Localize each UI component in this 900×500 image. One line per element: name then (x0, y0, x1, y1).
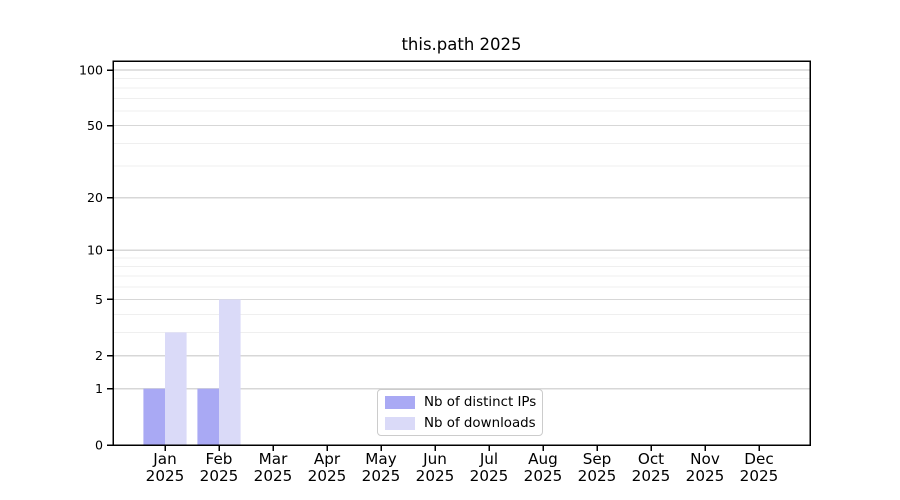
legend-item-downloads: Nb of downloads (385, 414, 542, 432)
x-tick-label-month: Nov (690, 450, 720, 468)
y-tick-label: 5 (95, 292, 103, 307)
x-tick-label-year: 2025 (470, 467, 509, 485)
x-tick-label-month: Jan (152, 450, 176, 468)
x-tick-label-year: 2025 (146, 467, 185, 485)
bar-feb-downloads (219, 299, 241, 445)
x-tick-label-month: Sep (583, 450, 612, 468)
legend-label-downloads: Nb of downloads (424, 415, 536, 431)
x-tick-label-year: 2025 (686, 467, 725, 485)
y-tick-label: 2 (95, 348, 103, 363)
legend-swatch-downloads (385, 416, 415, 430)
y-tick-label: 50 (87, 118, 103, 133)
y-tick-label: 10 (87, 243, 103, 258)
x-tick-label-month: Jun (422, 450, 447, 468)
legend: Nb of distinct IPs Nb of downloads (377, 389, 543, 436)
x-tick-label-year: 2025 (524, 467, 563, 485)
x-tick-label-year: 2025 (254, 467, 293, 485)
legend-label-distinct-ips: Nb of distinct IPs (424, 394, 537, 410)
bar-jan-downloads (165, 332, 187, 445)
y-tick-label: 0 (95, 437, 103, 452)
x-tick-label-month: Aug (528, 450, 558, 468)
bar-jan-distinct-ips (143, 388, 165, 445)
legend-swatch-distinct-ips (385, 395, 415, 409)
x-tick-label-year: 2025 (200, 467, 239, 485)
y-tick-label: 100 (79, 63, 103, 78)
x-tick-label-year: 2025 (362, 467, 401, 485)
x-tick-label-month: Apr (314, 450, 341, 468)
y-tick-label: 20 (87, 190, 103, 205)
y-tick-label: 1 (95, 381, 103, 396)
x-tick-label-month: Oct (638, 450, 664, 468)
x-tick-label-month: Mar (259, 450, 288, 468)
x-tick-label-year: 2025 (416, 467, 455, 485)
x-tick-label-year: 2025 (632, 467, 671, 485)
axis-frame (112, 60, 811, 446)
chart-title: this.path 2025 (401, 35, 522, 54)
x-tick-label-month: Jul (479, 450, 498, 468)
x-tick-label-month: May (365, 450, 396, 468)
legend-item-distinct-ips: Nb of distinct IPs (385, 393, 542, 411)
bar-feb-distinct-ips (197, 388, 219, 445)
x-tick-label-month: Feb (206, 450, 233, 468)
x-tick-label-month: Dec (744, 450, 773, 468)
x-tick-label-year: 2025 (308, 467, 347, 485)
x-tick-label-year: 2025 (740, 467, 779, 485)
x-tick-label-year: 2025 (578, 467, 617, 485)
